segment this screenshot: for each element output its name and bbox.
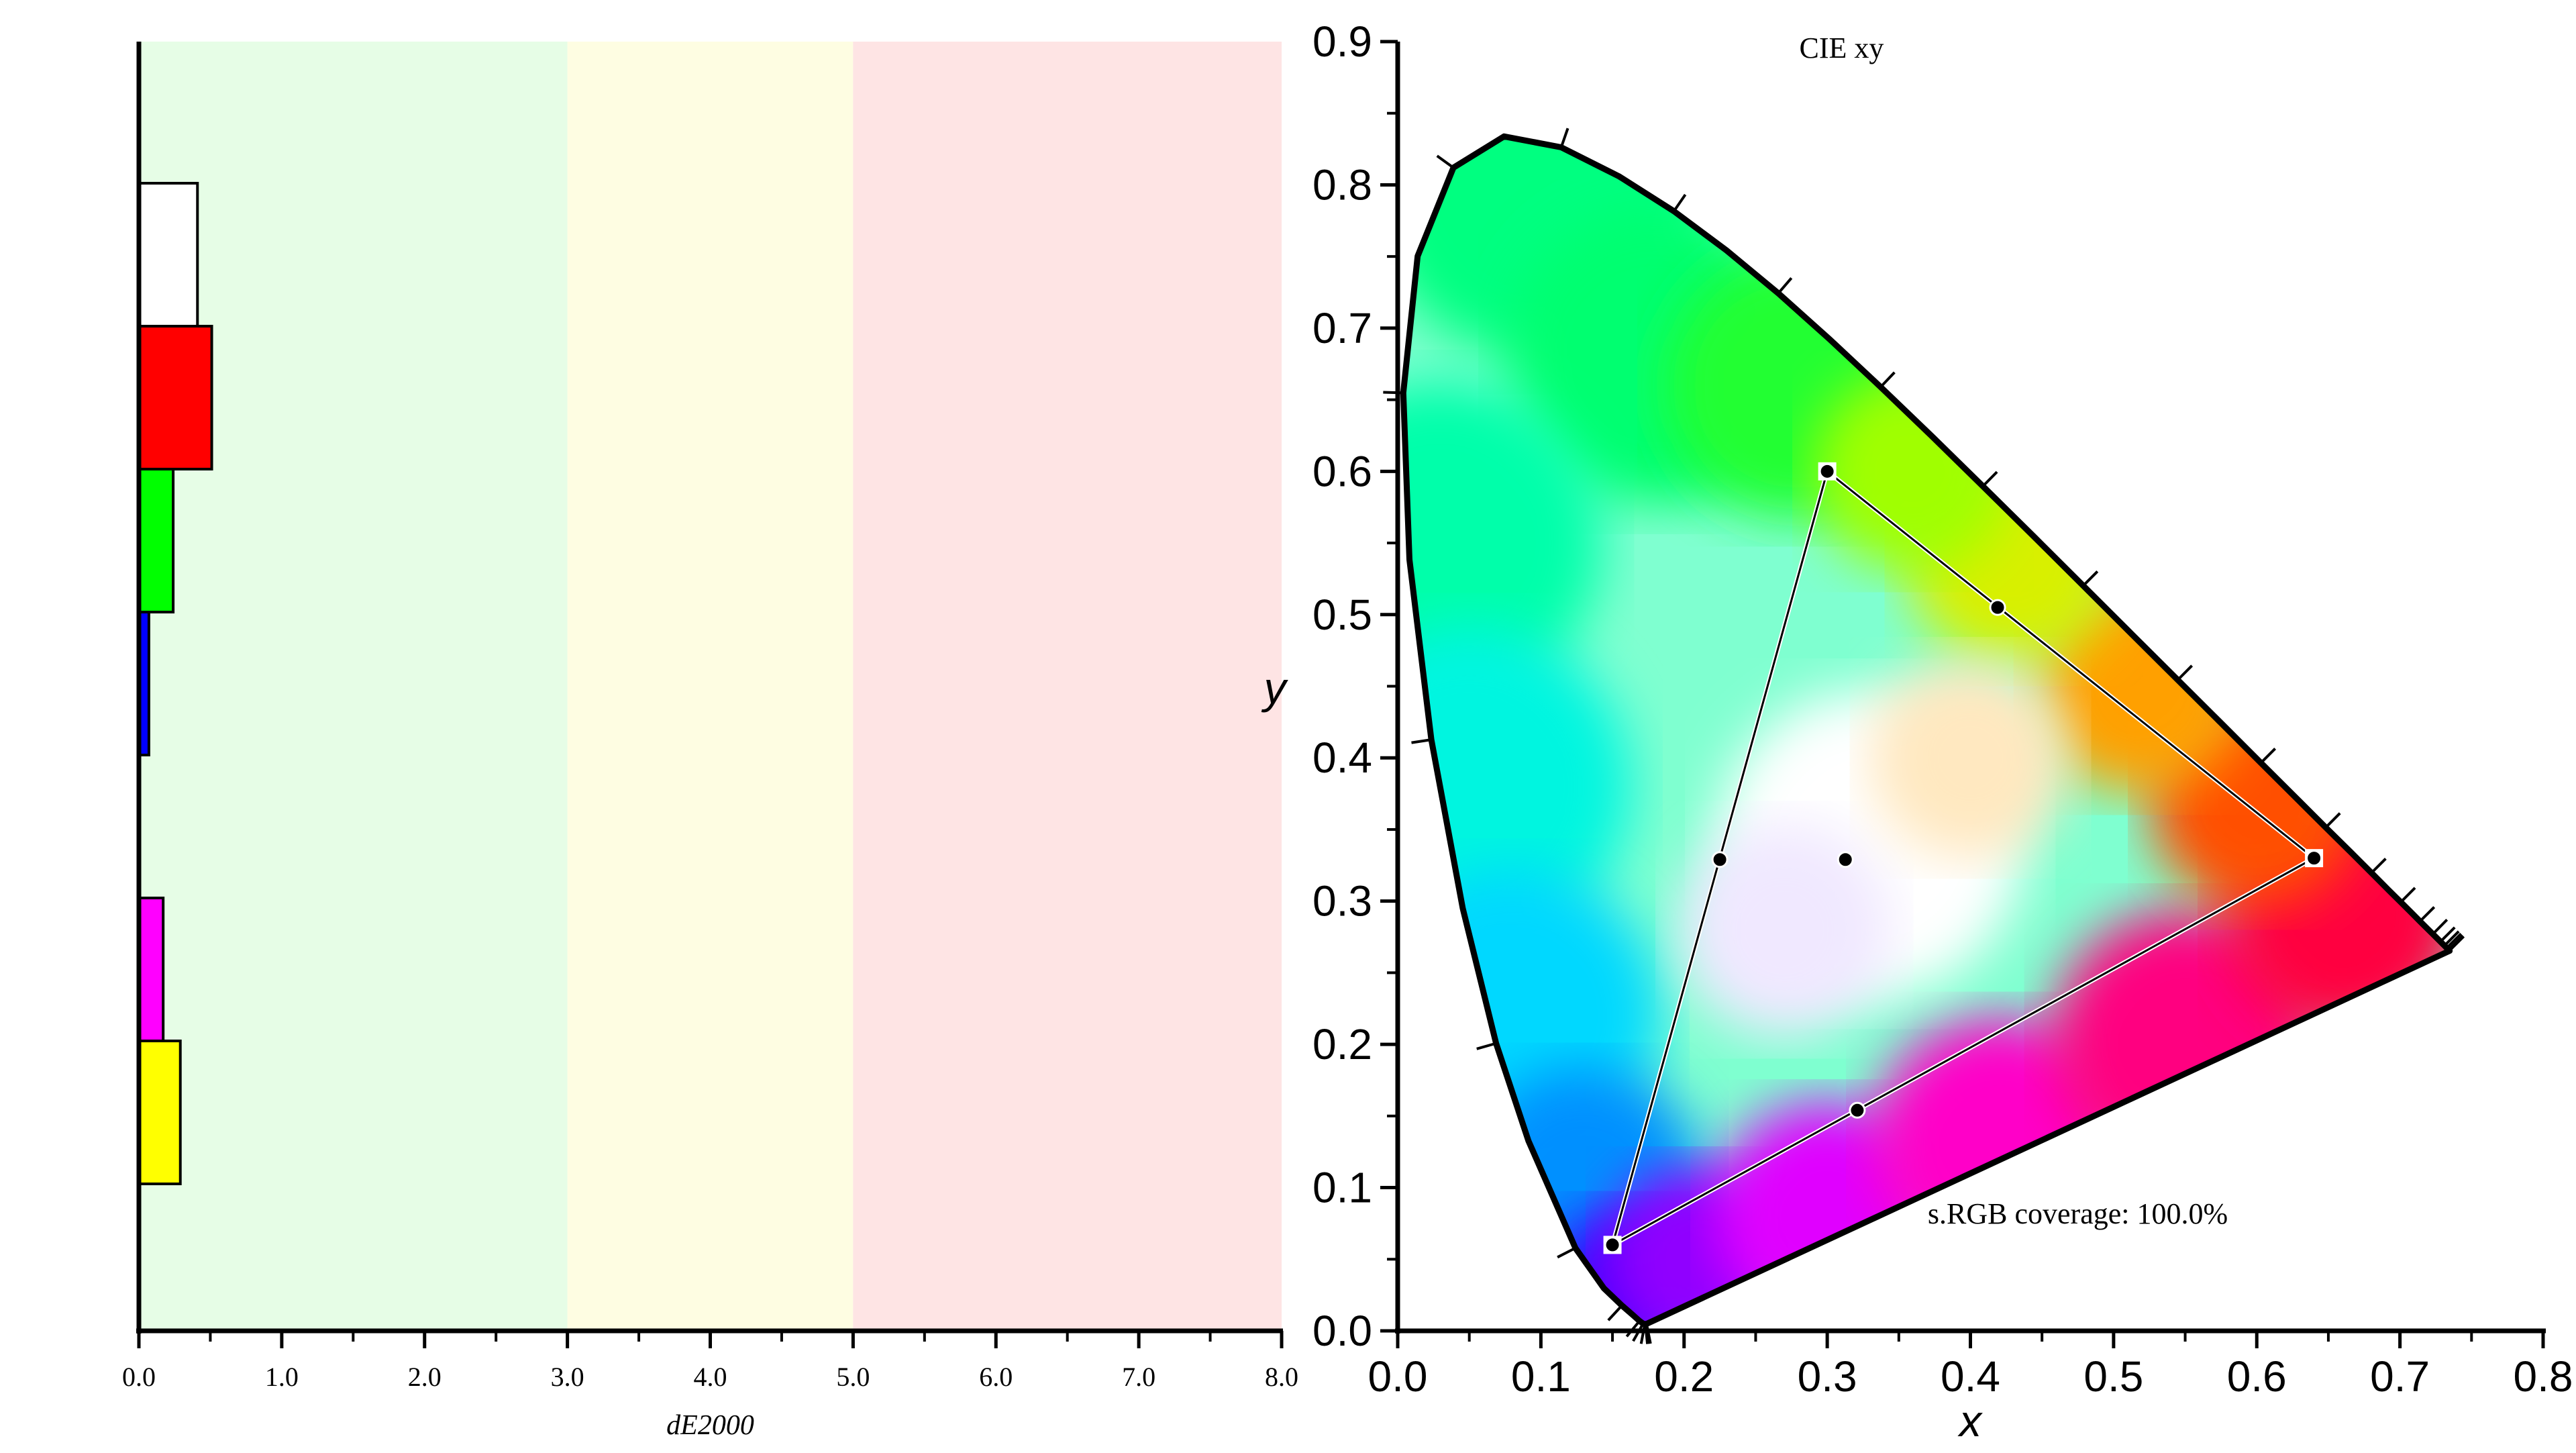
measured-point-cyan — [1711, 851, 1729, 868]
de2000-x-axis-label: dE2000 — [666, 1410, 754, 1441]
chromaticity-blob — [1403, 625, 1631, 948]
cie-y-tick-label: 0.6 — [1312, 447, 1372, 495]
cie-y-tick-label: 0.4 — [1312, 734, 1372, 782]
measured-point-red — [2306, 850, 2323, 867]
cie-y-tick-label: 0.9 — [1312, 17, 1372, 66]
locus-tick — [1981, 470, 1998, 487]
locus-tick — [2400, 887, 2416, 903]
cie-x-axis-label: x — [1957, 1396, 1983, 1446]
srgb-coverage-annotation: s.RGB coverage: 100.0% — [1928, 1197, 2228, 1230]
de-tick-label: 7.0 — [1122, 1362, 1155, 1392]
locus-tick — [2419, 906, 2436, 923]
de-bar-1 — [138, 325, 213, 470]
spectral-locus-ticks — [1383, 128, 2465, 1344]
cie-chart-title: CIE xy — [1800, 32, 1884, 64]
cie-x-tick-label: 0.4 — [1941, 1352, 2000, 1401]
de-bar-2 — [138, 468, 175, 613]
measured-point-blue — [1604, 1236, 1621, 1254]
locus-tick — [1476, 1042, 1497, 1050]
cie-x-tick-label: 0.6 — [2227, 1352, 2287, 1401]
measured-point-green — [1818, 462, 1836, 480]
locus-tick — [1557, 1246, 1576, 1259]
locus-tick — [1411, 738, 1432, 744]
de2000-bars — [138, 182, 213, 1185]
cie-y-tick-label: 0.2 — [1312, 1020, 1372, 1068]
de2000-x-ticks: 0.0 1.0 2.0 3.0 4.0 5.0 6.0 7.0 8.0 — [122, 1331, 1298, 1392]
chromaticity-blob — [1677, 822, 1892, 1038]
de-tick-label: 1.0 — [265, 1362, 299, 1392]
de-tick-label: 6.0 — [979, 1362, 1013, 1392]
cie-x-tick-label: 0.1 — [1511, 1352, 1571, 1401]
de-tick-label: 5.0 — [836, 1362, 870, 1392]
locus-tick — [1607, 1304, 1623, 1321]
locus-tick — [2324, 812, 2341, 829]
cie-y-ticks: 0.0 0.1 0.2 0.3 0.4 0.5 0.6 0.7 0.8 0.9 — [1312, 17, 1398, 1355]
chromaticity-blob — [1403, 382, 1602, 705]
tolerance-band-2 — [853, 42, 1282, 1331]
cie-y-tick-label: 0.5 — [1312, 591, 1372, 639]
cie-x-tick-label: 0.8 — [2514, 1352, 2573, 1401]
locus-tick — [2445, 932, 2463, 949]
cie-y-tick-label: 0.7 — [1312, 304, 1372, 352]
de-tick-label: 2.0 — [408, 1362, 442, 1392]
cie-y-tick-label: 0.8 — [1312, 160, 1372, 209]
cie-x-tick-label: 0.5 — [2083, 1352, 2143, 1401]
de-bar-5 — [138, 897, 165, 1042]
measured-point-magenta — [1849, 1101, 1866, 1119]
de-tick-label: 4.0 — [694, 1362, 727, 1392]
cie-x-tick-label: 0.7 — [2370, 1352, 2430, 1401]
locus-tick — [1559, 128, 1569, 148]
cie-x-tick-label: 0.3 — [1798, 1352, 1857, 1401]
measured-point-white — [1837, 851, 1854, 868]
cie-x-tick-label: 0.0 — [1368, 1352, 1428, 1401]
locus-tick — [1672, 193, 1687, 212]
de-tick-label: 0.0 — [122, 1362, 156, 1392]
de-bar-6 — [138, 1040, 182, 1185]
tolerance-band-1 — [567, 42, 854, 1331]
cie-y-tick-label: 0.3 — [1312, 877, 1372, 925]
locus-tick — [2443, 930, 2460, 947]
locus-tick — [1879, 371, 1896, 388]
de2000-bar-chart: 0.0 1.0 2.0 3.0 4.0 5.0 6.0 7.0 8.0 dE2000 — [122, 42, 1298, 1441]
cie-y-tick-label: 0.0 — [1312, 1307, 1372, 1355]
locus-tick — [1777, 277, 1793, 295]
chromaticity-blob — [1869, 657, 2071, 859]
cie-y-tick-label: 0.1 — [1312, 1164, 1372, 1212]
de-tick-label: 8.0 — [1265, 1362, 1298, 1392]
chromaticity-fill — [1403, 136, 2450, 1324]
locus-tick — [2177, 664, 2194, 681]
measured-points — [1604, 462, 2323, 1254]
locus-tick — [2439, 926, 2456, 943]
locus-tick — [2082, 570, 2099, 587]
cie-y-axis-label: y — [1261, 663, 1289, 713]
cie-x-ticks: 0.0 0.1 0.2 0.3 0.4 0.5 0.6 0.7 0.8 — [1368, 1331, 2573, 1401]
locus-tick — [2432, 918, 2449, 936]
locus-tick — [2449, 935, 2465, 952]
locus-tick — [1639, 1323, 1647, 1344]
measured-point-yellow — [1989, 599, 2006, 616]
locus-tick — [1436, 154, 1455, 169]
cie-x-tick-label: 0.2 — [1654, 1352, 1714, 1401]
tolerance-bands — [139, 42, 1282, 1331]
locus-tick — [1644, 1323, 1649, 1344]
de-tick-label: 3.0 — [551, 1362, 584, 1392]
de-bar-0 — [138, 182, 199, 328]
cie-xy-chart: 0.0 0.1 0.2 0.3 0.4 0.5 0.6 0.7 0.8 0.0 0.1 0.2 0.3… — [1261, 17, 2573, 1446]
tolerance-band-0 — [139, 42, 568, 1331]
locus-tick — [2370, 857, 2387, 874]
locus-tick — [2260, 748, 2277, 764]
